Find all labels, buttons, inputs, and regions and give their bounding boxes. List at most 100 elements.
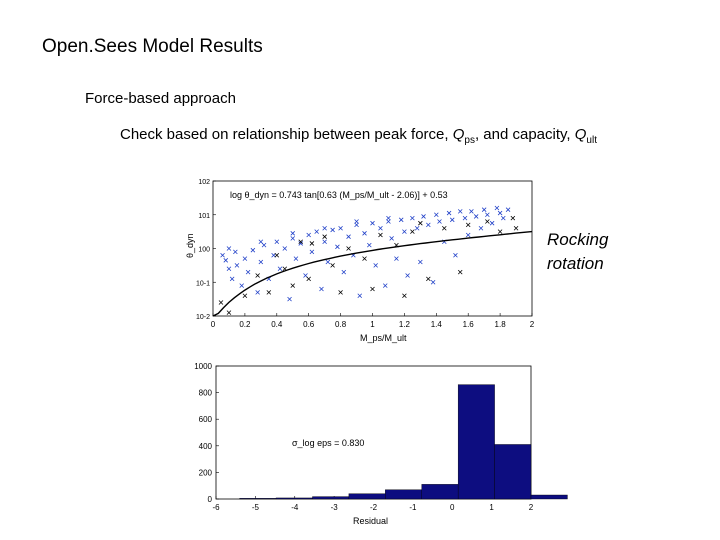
point-stroke [226, 266, 232, 272]
hist-bar [239, 498, 277, 500]
scatter-point-black [418, 220, 423, 226]
scatter-point-blue [274, 239, 280, 245]
point-stroke [426, 276, 431, 282]
point-stroke [485, 212, 490, 218]
point-stroke [510, 215, 516, 221]
point-stroke [306, 232, 311, 238]
point-stroke [242, 256, 248, 261]
scatter-point-blue [314, 229, 319, 234]
scatter-point-blue [473, 214, 479, 219]
hist-bar [494, 444, 532, 500]
hist-y-tick-label: 200 [199, 468, 213, 477]
point-stroke [306, 276, 311, 282]
scatter-point-blue [494, 205, 500, 211]
point-stroke [473, 214, 479, 219]
point-stroke [357, 293, 363, 299]
scatter-equation: log θ_dyn = 0.743 tan[0.63 (M_ps/M_ult -… [230, 190, 448, 200]
point-stroke [234, 263, 240, 268]
point-stroke [386, 215, 391, 221]
scatter-point-black [298, 239, 304, 245]
point-stroke [220, 252, 225, 258]
scatter-point-blue [354, 219, 359, 224]
point-stroke [465, 222, 471, 228]
point-stroke [226, 246, 232, 251]
point-stroke [418, 259, 423, 265]
hist-bar [385, 489, 422, 500]
scatter-point-blue [233, 249, 238, 255]
point-stroke [373, 263, 378, 268]
scatter-point-blue [478, 225, 484, 231]
scatter-y-tick-label: 10-2 [196, 314, 210, 321]
scatter-point-blue [220, 252, 225, 258]
scatter-point-blue [234, 263, 240, 268]
point-stroke [290, 283, 296, 288]
point-stroke [426, 222, 431, 228]
scatter-point-blue [319, 286, 324, 292]
scatter-point-blue [453, 252, 458, 258]
hist-bar [312, 496, 350, 500]
point-stroke [485, 219, 490, 224]
point-stroke [457, 269, 463, 275]
qult-subscript: ult [586, 135, 597, 146]
point-stroke [258, 239, 264, 245]
scatter-point-blue [418, 259, 423, 265]
point-stroke [229, 276, 235, 282]
scatter-point-blue [501, 215, 506, 221]
scatter-x-tick-label: 0.2 [239, 320, 251, 329]
scatter-point-blue [398, 217, 404, 223]
scatter-x-tick-label: 0.6 [303, 320, 315, 329]
point-stroke [266, 290, 272, 295]
point-stroke [303, 273, 308, 278]
scatter-point-blue [373, 263, 378, 268]
scatter-point-blue [505, 207, 511, 212]
point-stroke [335, 244, 340, 250]
scatter-point-black [457, 269, 463, 275]
hist-y-tick-label: 1000 [194, 362, 212, 371]
scatter-y-tick-label: 102 [198, 179, 210, 186]
scatter-point-blue [245, 269, 251, 275]
point-stroke [382, 283, 388, 288]
hist-xlabel: Residual [353, 516, 388, 526]
point-stroke [322, 225, 327, 231]
scatter-point-blue [405, 273, 410, 278]
point-stroke [497, 229, 503, 234]
point-stroke [437, 219, 442, 224]
scatter-point-black [266, 290, 272, 295]
scatter-point-blue [389, 236, 394, 241]
scatter-point-blue [309, 249, 315, 255]
scatter-point-blue [282, 246, 288, 251]
note-line-1: Rocking [547, 230, 609, 249]
point-stroke [282, 266, 288, 272]
scatter-point-black [346, 246, 351, 251]
point-stroke [465, 232, 471, 238]
scatter-axes-box [212, 180, 533, 317]
point-stroke [449, 217, 455, 223]
scatter-point-blue [258, 239, 264, 245]
scatter-point-black [338, 290, 343, 295]
scatter-point-blue [457, 209, 463, 214]
scatter-x-tick-label: 0 [211, 320, 216, 329]
point-stroke [330, 263, 335, 268]
point-stroke [481, 207, 487, 212]
scatter-x-tick-label: 1.2 [399, 320, 411, 329]
point-stroke [414, 225, 420, 231]
scatter-point-blue [346, 234, 351, 239]
point-stroke [394, 256, 399, 261]
point-stroke [255, 290, 260, 295]
scatter-y-tick-label: 101 [198, 213, 210, 220]
bullet-check: Check based on relationship between peak… [120, 126, 597, 146]
scatter-point-blue [223, 258, 229, 263]
scatter-point-blue [341, 269, 347, 275]
scatter-point-blue [489, 220, 495, 226]
scatter-point-black [218, 300, 224, 305]
point-stroke [402, 293, 407, 299]
hist-annotation: σ_log eps = 0.830 [292, 438, 364, 448]
point-stroke [489, 220, 495, 226]
scatter-point-blue [430, 279, 436, 285]
point-stroke [319, 286, 324, 292]
hist-y-tick-label: 400 [199, 442, 213, 451]
point-stroke [218, 300, 224, 305]
scatter-x-tick-label: 0.8 [335, 320, 347, 329]
point-stroke [478, 225, 484, 231]
point-stroke [239, 283, 244, 288]
